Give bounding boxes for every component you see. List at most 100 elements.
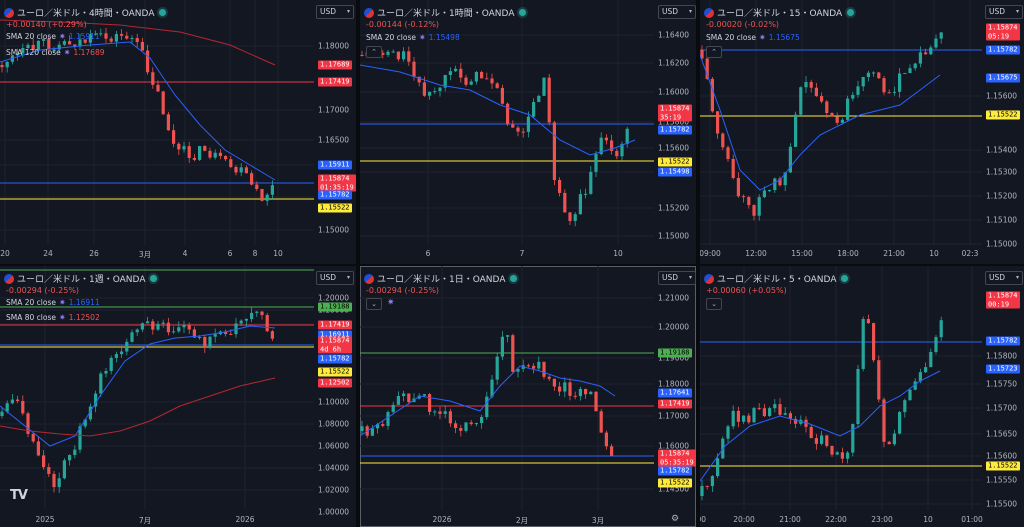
candle[interactable] xyxy=(161,91,165,115)
candle[interactable] xyxy=(700,50,704,59)
candle[interactable] xyxy=(825,101,829,113)
candle[interactable] xyxy=(939,32,943,39)
candle[interactable] xyxy=(88,34,92,43)
chart-panel-4h[interactable]: ユーロ／米ドル・4時間・OANDA +0.00140 (+0.29%) SMA … xyxy=(0,0,356,264)
candle[interactable] xyxy=(892,91,896,93)
price-tag[interactable]: 1.17419 xyxy=(318,320,352,330)
candle[interactable] xyxy=(182,324,186,328)
candle[interactable] xyxy=(500,87,504,104)
candle[interactable] xyxy=(705,485,709,487)
candle[interactable] xyxy=(877,72,881,79)
candle[interactable] xyxy=(412,61,416,77)
candle[interactable] xyxy=(537,95,541,103)
indicator-legend[interactable]: SMA 20 close ✷ 1.16911 xyxy=(6,298,100,307)
candle[interactable] xyxy=(830,445,834,455)
candle[interactable] xyxy=(114,354,118,358)
candle[interactable] xyxy=(198,337,202,339)
candle[interactable] xyxy=(151,321,155,330)
price-tag[interactable]: 1.15782 xyxy=(318,190,352,200)
candle[interactable] xyxy=(192,157,196,160)
candle[interactable] xyxy=(83,39,87,43)
candle[interactable] xyxy=(428,91,432,96)
candle[interactable] xyxy=(526,365,530,367)
candle[interactable] xyxy=(125,35,129,39)
price-tag[interactable]: 1.15522 xyxy=(986,110,1020,120)
candle[interactable] xyxy=(547,376,551,379)
candle[interactable] xyxy=(783,172,787,186)
candle[interactable] xyxy=(402,393,406,397)
candle[interactable] xyxy=(120,351,124,355)
candle[interactable] xyxy=(469,81,473,85)
candle[interactable] xyxy=(104,33,108,39)
candle[interactable] xyxy=(244,318,248,321)
price-tag[interactable]: 1.16911 xyxy=(318,330,352,340)
candle[interactable] xyxy=(578,388,582,397)
candle[interactable] xyxy=(99,373,103,394)
price-tag[interactable]: 1.15522 xyxy=(318,203,352,213)
candle[interactable] xyxy=(506,335,510,337)
candle[interactable] xyxy=(0,65,4,68)
currency-select[interactable]: USD ▾ xyxy=(316,5,354,19)
candle[interactable] xyxy=(710,476,714,487)
candle[interactable] xyxy=(265,315,269,332)
candle[interactable] xyxy=(568,212,572,221)
candle[interactable] xyxy=(239,320,243,324)
candle[interactable] xyxy=(762,190,766,198)
candle[interactable] xyxy=(939,320,943,338)
candle[interactable] xyxy=(213,152,217,158)
candle[interactable] xyxy=(573,395,577,397)
candle[interactable] xyxy=(140,42,144,51)
chart-panel-1d[interactable]: ユーロ／米ドル・1日・OANDA -0.00294 (-0.25%) ⌄ ✷ U… xyxy=(360,266,696,527)
candle[interactable] xyxy=(239,167,243,173)
candle[interactable] xyxy=(773,178,777,191)
candle[interactable] xyxy=(752,205,756,216)
candle[interactable] xyxy=(464,422,468,431)
candle[interactable] xyxy=(913,381,917,390)
candle[interactable] xyxy=(52,49,56,51)
candle[interactable] xyxy=(485,78,489,80)
candle[interactable] xyxy=(146,321,150,324)
candle[interactable] xyxy=(604,432,608,447)
candle[interactable] xyxy=(892,433,896,445)
settings-icon[interactable]: ✷ xyxy=(59,298,66,307)
candle[interactable] xyxy=(625,128,629,144)
price-tag[interactable]: 1.15675 xyxy=(986,73,1020,83)
sma-line[interactable] xyxy=(700,370,941,482)
price-axis[interactable]: 1.157001.156001.154001.153001.152001.151… xyxy=(982,0,1024,249)
candle[interactable] xyxy=(783,413,787,415)
chart-plot-1w[interactable] xyxy=(0,266,314,510)
symbol-header[interactable]: ユーロ／米ドル・15・OANDA xyxy=(704,6,855,19)
candle[interactable] xyxy=(396,396,400,405)
candle[interactable] xyxy=(898,412,902,434)
currency-select[interactable]: USD ▾ xyxy=(658,5,696,19)
candle[interactable] xyxy=(78,39,82,47)
candle[interactable] xyxy=(490,379,494,397)
candle[interactable] xyxy=(68,455,72,461)
collapse-legend-button[interactable]: ⌃ xyxy=(706,46,722,58)
candle[interactable] xyxy=(516,368,520,372)
candle[interactable] xyxy=(73,449,77,456)
candle[interactable] xyxy=(370,428,374,436)
candle[interactable] xyxy=(903,72,907,74)
candle[interactable] xyxy=(882,399,886,442)
candle[interactable] xyxy=(109,38,113,42)
price-tag[interactable]: 1.12502 xyxy=(318,378,352,388)
tradingview-logo[interactable]: TV xyxy=(10,488,28,503)
candle[interactable] xyxy=(542,361,546,377)
indicator-settings-icon[interactable]: ✷ xyxy=(387,298,395,308)
candle[interactable] xyxy=(26,44,30,49)
candle[interactable] xyxy=(794,418,798,424)
candle[interactable] xyxy=(552,122,556,181)
candle[interactable] xyxy=(752,408,756,423)
candle[interactable] xyxy=(573,214,577,221)
settings-icon[interactable]: ✷ xyxy=(419,33,426,42)
candle[interactable] xyxy=(135,329,139,333)
candle[interactable] xyxy=(604,137,608,141)
price-tag[interactable]: 1.15723 xyxy=(986,364,1020,374)
candle[interactable] xyxy=(270,331,274,339)
candle[interactable] xyxy=(716,458,720,477)
settings-icon[interactable]: ✷ xyxy=(759,33,766,42)
candle[interactable] xyxy=(851,94,855,99)
candle[interactable] xyxy=(68,41,72,45)
candle[interactable] xyxy=(851,423,855,453)
